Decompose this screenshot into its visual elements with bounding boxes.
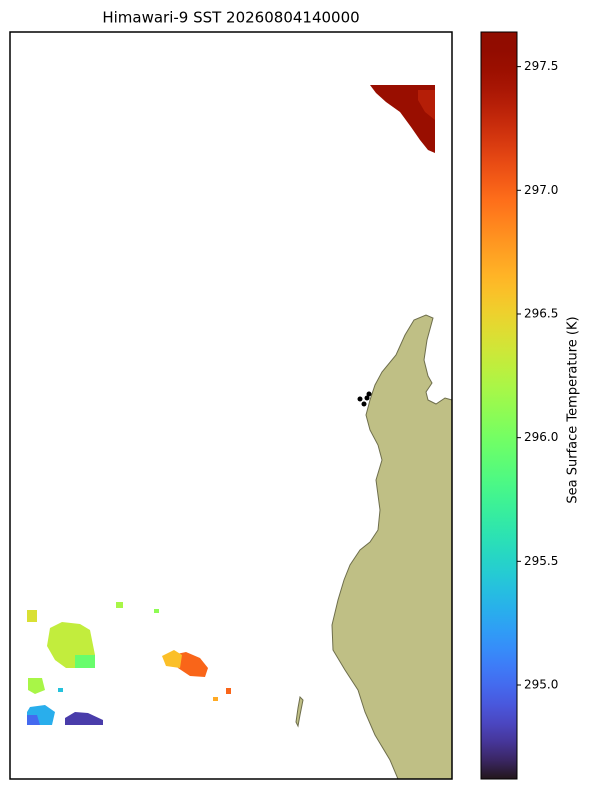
colorbar-tick-label: 297.5: [524, 59, 558, 73]
sst-patch: [162, 650, 182, 668]
sst-patch: [58, 688, 63, 692]
sst-patch: [75, 655, 95, 668]
map-area: [10, 32, 453, 780]
colorbar-tick-label: 296.5: [524, 306, 558, 320]
land: [331, 314, 453, 780]
sst-patch: [65, 712, 103, 725]
sst-patch: [418, 90, 435, 120]
marker: [366, 391, 372, 397]
sst-patch: [213, 697, 218, 701]
colorbar-label: Sea Surface Temperature (K): [566, 316, 581, 503]
marker: [361, 401, 367, 407]
colorbar-tick-label: 295.0: [524, 678, 558, 692]
sst-patch: [27, 610, 37, 622]
sst-patch: [116, 602, 123, 608]
map-frame: [9, 31, 453, 780]
colorbar-tick-label: 295.5: [524, 554, 558, 568]
sst-patch: [226, 688, 231, 694]
colorbar: [480, 31, 518, 780]
marker: [364, 395, 370, 401]
sst-patch: [28, 678, 45, 694]
sst-patch: [27, 715, 40, 725]
sst-patch: [370, 85, 435, 153]
colorbar-tick-label: 297.0: [524, 183, 558, 197]
island: [295, 695, 304, 728]
map-title: Himawari-9 SST 20260804140000: [102, 9, 359, 27]
colorbar-tick-label: 296.0: [524, 430, 558, 444]
sst-patch: [154, 609, 159, 613]
station-markers: [357, 391, 372, 407]
marker: [357, 396, 363, 402]
